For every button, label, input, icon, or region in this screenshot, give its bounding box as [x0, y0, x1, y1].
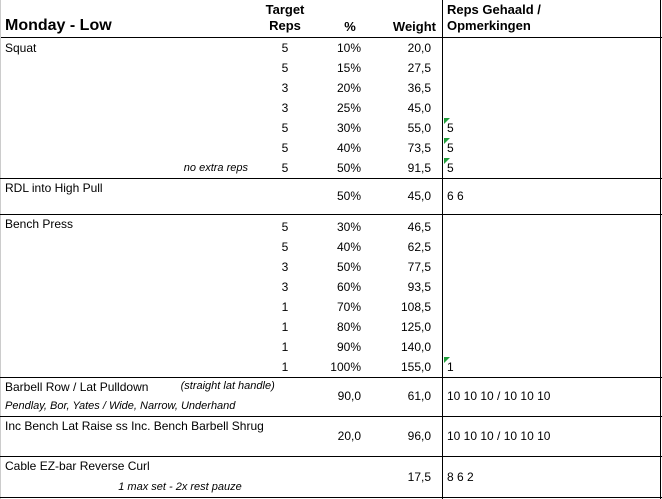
reps-cell: 1	[281, 300, 289, 314]
weight-cell: 45,0	[407, 101, 431, 115]
exercise-subtitle: 1 max set - 2x rest pauze	[118, 481, 242, 493]
header-cell: Opmerkingen	[447, 18, 531, 33]
exercise-note: (straight lat handle)	[180, 380, 275, 392]
weight-cell: 55,0	[407, 121, 431, 135]
exercise-name: Inc Bench Lat Raise ss Inc. Bench Barbel…	[5, 419, 264, 433]
result-cell: 1	[447, 360, 454, 374]
comment-indicator	[444, 158, 450, 164]
header-cell: %	[344, 19, 356, 34]
percent-cell: 30%	[336, 220, 361, 234]
weight-cell: 62,5	[407, 240, 431, 254]
result-cell: 5	[447, 121, 454, 135]
weight-cell: 125,0	[400, 320, 431, 334]
reps-cell: 1	[281, 320, 289, 334]
percent-cell: 100%	[330, 360, 361, 374]
weight-cell: 45,0	[407, 189, 431, 203]
header-cell: Weight	[392, 19, 436, 34]
border	[0, 178, 662, 179]
weight-cell: 27,5	[407, 61, 431, 75]
border	[0, 416, 662, 417]
exercise-name: Barbell Row / Lat Pulldown	[5, 380, 149, 394]
row-note: no extra reps	[183, 162, 248, 174]
reps-cell: 1	[281, 340, 289, 354]
weight-cell: 155,0	[400, 360, 431, 374]
header-cell: Target	[265, 2, 305, 17]
result-cell: 10 10 10 / 10 10 10	[447, 389, 551, 403]
border	[0, 37, 662, 38]
percent-cell: 70%	[336, 300, 361, 314]
percent-cell: 90,0	[337, 389, 361, 403]
sheet-title: Monday - Low	[5, 17, 112, 34]
percent-cell: 30%	[336, 121, 361, 135]
weight-cell: 36,5	[407, 81, 431, 95]
reps-cell: 5	[281, 161, 289, 175]
weight-cell: 140,0	[400, 340, 431, 354]
weight-cell: 77,5	[407, 260, 431, 274]
percent-cell: 80%	[336, 320, 361, 334]
exercise-name: Squat	[5, 41, 37, 55]
border	[0, 0, 1, 499]
reps-cell: 3	[281, 81, 289, 95]
exercise-name: Cable EZ-bar Reverse Curl	[5, 459, 150, 473]
percent-cell: 40%	[336, 141, 361, 155]
percent-cell: 50%	[336, 260, 361, 274]
border	[660, 0, 661, 499]
reps-cell: 5	[281, 220, 289, 234]
weight-cell: 108,5	[400, 300, 431, 314]
result-cell: 8 6 2	[447, 470, 474, 484]
border	[0, 377, 662, 378]
reps-cell: 5	[281, 121, 289, 135]
reps-cell: 3	[281, 101, 289, 115]
reps-cell: 3	[281, 280, 289, 294]
header-cell: Reps Gehaald /	[447, 2, 541, 17]
percent-cell: 60%	[336, 280, 361, 294]
percent-cell: 40%	[336, 240, 361, 254]
result-cell: 5	[447, 141, 454, 155]
border	[442, 0, 443, 499]
weight-cell: 96,0	[407, 429, 431, 443]
border	[0, 456, 662, 457]
result-cell: 5	[447, 161, 454, 175]
weight-cell: 73,5	[407, 141, 431, 155]
border	[0, 497, 662, 498]
result-cell: 10 10 10 / 10 10 10	[447, 429, 551, 443]
weight-cell: 20,0	[407, 41, 431, 55]
comment-indicator	[444, 118, 450, 124]
comment-indicator	[444, 357, 450, 363]
percent-cell: 50%	[336, 189, 361, 203]
reps-cell: 5	[281, 61, 289, 75]
percent-cell: 20%	[336, 81, 361, 95]
weight-cell: 61,0	[407, 389, 431, 403]
result-cell: 6 6	[447, 189, 464, 203]
comment-indicator	[444, 138, 450, 144]
percent-cell: 50%	[336, 161, 361, 175]
border	[0, 214, 662, 215]
exercise-name: RDL into High Pull	[5, 181, 103, 195]
exercise-subtitle: Pendlay, Bor, Yates / Wide, Narrow, Unde…	[5, 400, 236, 412]
percent-cell: 15%	[336, 61, 361, 75]
weight-cell: 17,5	[407, 470, 431, 484]
reps-cell: 1	[281, 360, 289, 374]
percent-cell: 10%	[336, 41, 361, 55]
percent-cell: 25%	[336, 101, 361, 115]
reps-cell: 5	[281, 240, 289, 254]
weight-cell: 46,5	[407, 220, 431, 234]
weight-cell: 93,5	[407, 280, 431, 294]
reps-cell: 5	[281, 141, 289, 155]
reps-cell: 5	[281, 41, 289, 55]
header-cell: Reps	[269, 18, 301, 33]
weight-cell: 91,5	[407, 161, 431, 175]
percent-cell: 20,0	[337, 429, 361, 443]
reps-cell: 3	[281, 260, 289, 274]
exercise-name: Bench Press	[5, 217, 74, 231]
percent-cell: 90%	[336, 340, 361, 354]
